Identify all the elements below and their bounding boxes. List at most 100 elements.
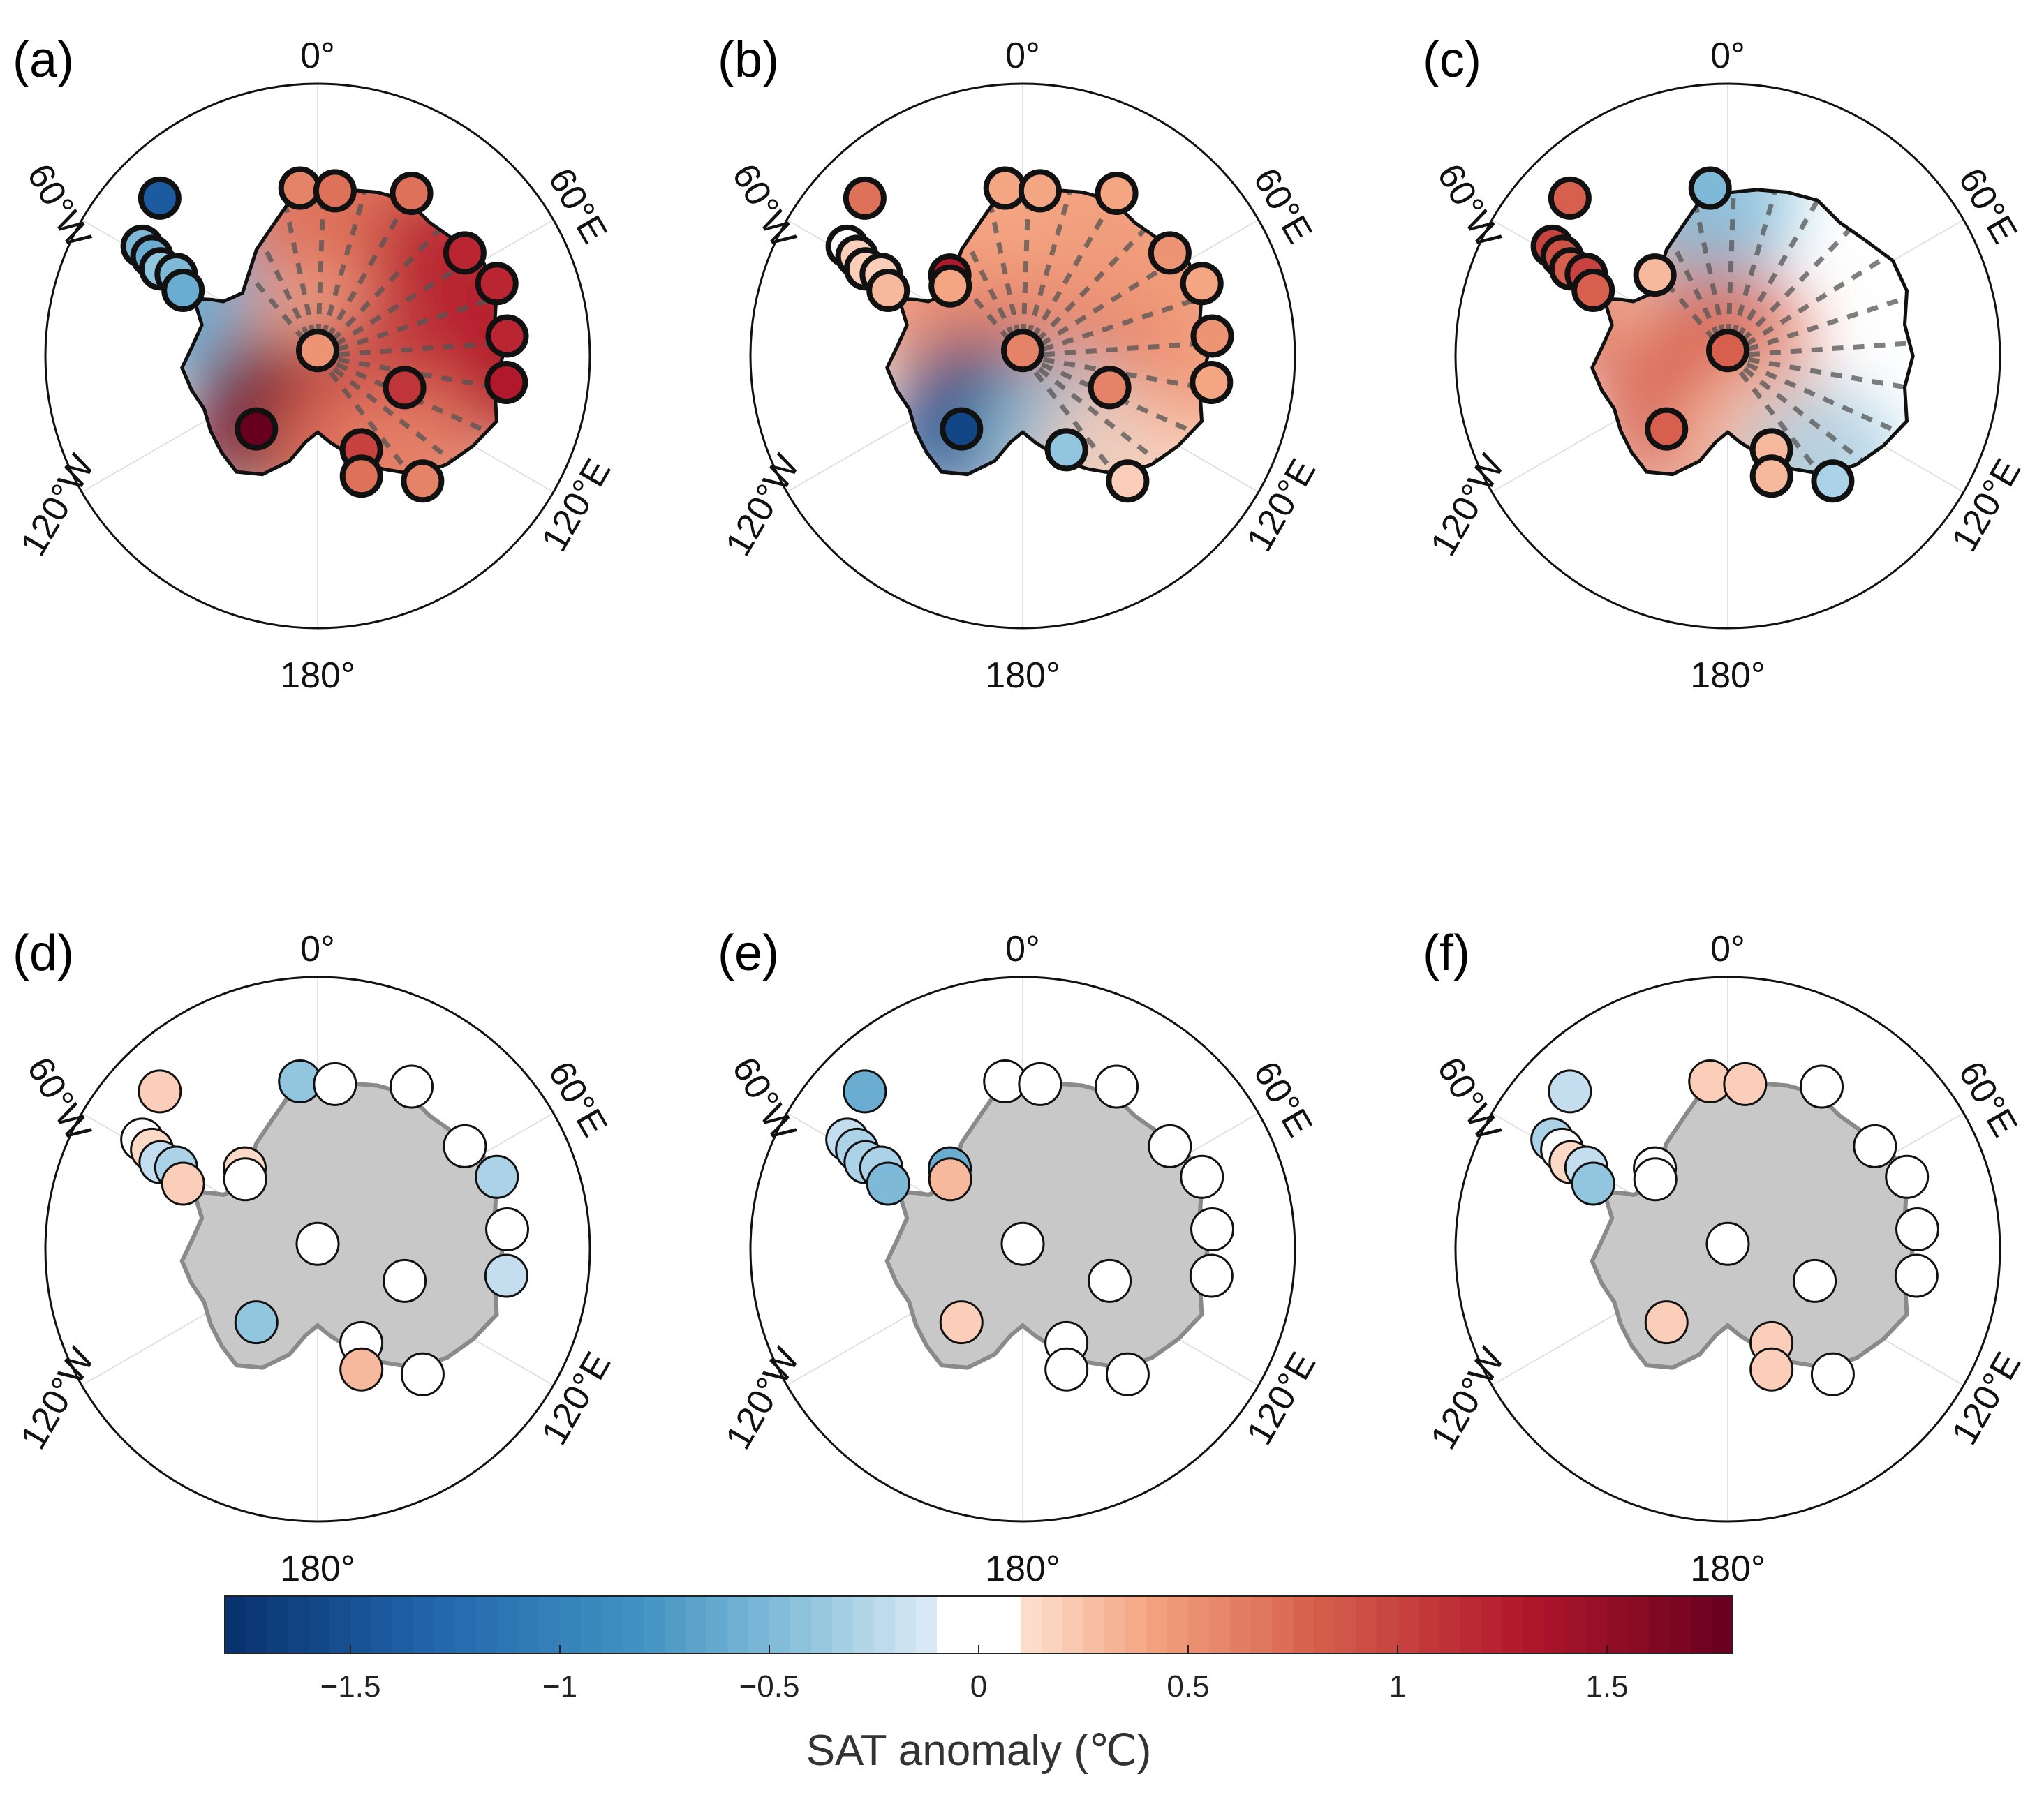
colorbar-segment <box>1398 1596 1419 1653</box>
lon-label: 60°W <box>19 157 98 255</box>
station-marker <box>1645 407 1689 451</box>
colorbar-segment <box>1062 1596 1084 1653</box>
station-marker <box>1105 1352 1150 1396</box>
colorbar-segment <box>371 1596 393 1653</box>
lon-label: 180° <box>985 1549 1060 1589</box>
lon-label: 60°E <box>540 1055 615 1143</box>
colorbar-segment <box>602 1596 623 1653</box>
station-marker <box>1088 1258 1132 1303</box>
station-marker <box>1571 268 1615 312</box>
colorbar-segment <box>1419 1596 1440 1653</box>
station-marker <box>1793 1258 1837 1303</box>
station-marker <box>1853 1124 1897 1168</box>
lon-label: 120°E <box>534 1346 619 1452</box>
station-marker <box>1894 1253 1939 1298</box>
station-marker <box>161 1161 205 1206</box>
colorbar-segment <box>1209 1596 1231 1653</box>
colorbar-segment <box>1670 1596 1691 1653</box>
station-marker <box>1018 1062 1062 1106</box>
colorbar-segment <box>1293 1596 1314 1653</box>
lon-label: 60°E <box>1245 1055 1320 1143</box>
colorbar-segment <box>329 1596 351 1653</box>
station-marker <box>1749 454 1793 498</box>
station-marker <box>313 1062 357 1106</box>
colorbar-segment <box>1377 1596 1398 1653</box>
colorbar-segment <box>1104 1596 1126 1653</box>
flow-line <box>1726 296 1905 359</box>
station-marker <box>401 459 445 503</box>
colorbar-segment <box>1230 1596 1252 1653</box>
flow-line <box>1727 353 1911 391</box>
flow-line <box>317 341 503 359</box>
station-marker <box>383 1258 427 1303</box>
station-marker <box>443 1124 487 1168</box>
flow-line <box>1021 354 1171 472</box>
station-marker <box>1189 1253 1234 1298</box>
colorbar-title: SAT anomaly (℃) <box>806 1727 1152 1775</box>
colorbar-segment <box>288 1596 309 1653</box>
colorbar-segment <box>434 1596 456 1653</box>
station-marker <box>1190 1207 1235 1251</box>
station-marker <box>1044 1347 1089 1392</box>
station-marker <box>1095 1064 1139 1109</box>
colorbar-segment <box>309 1596 330 1653</box>
flow-line <box>1725 189 1782 357</box>
colorbar-segment <box>644 1596 665 1653</box>
station-marker <box>1885 1154 1930 1199</box>
station-marker <box>1095 171 1139 215</box>
lon-label: 0° <box>1005 929 1040 969</box>
station-marker <box>390 171 434 215</box>
flow-line <box>1021 296 1200 359</box>
colorbar-segment <box>246 1596 267 1653</box>
map-boundary <box>1454 82 2001 630</box>
station-marker <box>235 407 279 451</box>
panel-label: (c) <box>1423 32 1481 88</box>
lon-label: 120°E <box>1239 1346 1324 1452</box>
lon-label: 180° <box>280 1549 355 1589</box>
flow-line <box>316 255 476 358</box>
station-marker <box>1633 253 1677 297</box>
station-marker <box>223 1157 267 1202</box>
colorbar-segment <box>225 1596 246 1653</box>
colorbar-segment <box>874 1596 896 1653</box>
flow-line <box>1726 353 1898 434</box>
station-marker <box>843 1069 887 1114</box>
station-marker <box>1018 169 1062 213</box>
colorbar-segment <box>832 1596 854 1653</box>
lon-label: 0° <box>300 36 335 76</box>
colorbar-segment <box>1188 1596 1210 1653</box>
colorbar-segment <box>979 1596 1000 1653</box>
flow-line <box>1727 341 1913 359</box>
station-marker <box>1001 329 1044 373</box>
map-panels: *0°60°E120°E180°120°W60°W(a)*0°60°E120°E… <box>13 32 2029 1589</box>
colorbar-segment <box>1691 1596 1712 1653</box>
colorbar-segment <box>1649 1596 1671 1653</box>
colorbar-segment <box>916 1596 938 1653</box>
colorbar: −1.5 −1 −0.5 0 0.5 1 1.5 SAT anomaly (℃) <box>224 1595 1733 1775</box>
station-marker <box>278 166 322 210</box>
station-marker <box>1749 1347 1794 1392</box>
lon-label: 60°E <box>1245 161 1320 250</box>
station-marker <box>1180 262 1224 306</box>
flow-line <box>1021 221 1153 358</box>
colorbar-segment <box>1251 1596 1273 1653</box>
flow-line <box>1021 255 1181 358</box>
station-marker <box>383 366 427 410</box>
flow-line <box>1020 194 1118 357</box>
station-marker <box>1180 1154 1224 1199</box>
station-marker <box>400 1352 445 1396</box>
panel-label: (a) <box>13 32 74 88</box>
station-marker <box>484 1253 528 1298</box>
antarctica-landmass <box>868 1080 1210 1371</box>
colorbar-segment <box>413 1596 435 1653</box>
station-marker <box>475 262 519 306</box>
lon-label: 60°E <box>1950 1055 2025 1143</box>
flow-line <box>1725 189 1737 357</box>
colorbar-segment <box>476 1596 498 1653</box>
colorbar-segment <box>581 1596 602 1653</box>
colorbar-segment <box>455 1596 477 1653</box>
flow-line <box>1022 341 1208 359</box>
